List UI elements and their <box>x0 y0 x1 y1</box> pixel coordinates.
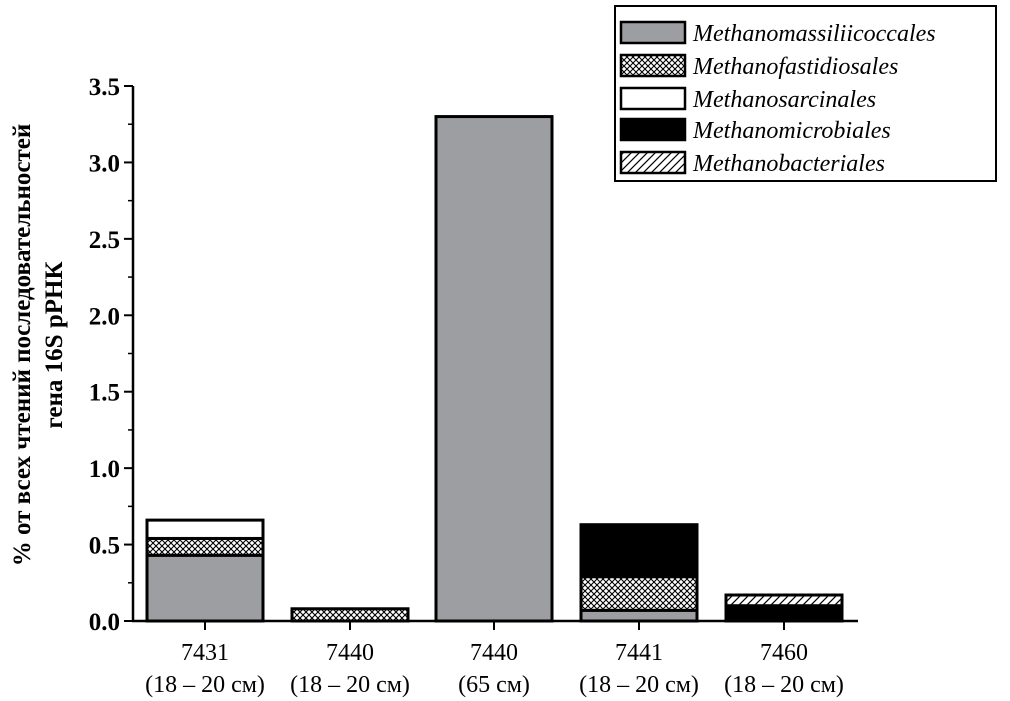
y-tick-label: 1.5 <box>89 380 120 407</box>
bars <box>145 115 844 623</box>
y-axis-ticks: 0.0 0.5 1.0 1.5 2.0 2.5 3.0 3.5 <box>89 74 133 636</box>
x-axis-labels: 7431 (18 – 20 см) 7440 (18 – 20 см) 7440 (65 … <box>145 640 844 698</box>
y-axis-title-line: % от всех чтений последовательностей <box>9 124 36 567</box>
legend-label: Methanomicrobiales <box>692 118 891 144</box>
legend-label: Methanomassiliicoccales <box>692 21 936 47</box>
legend-label: Methanofastidiosales <box>692 54 898 80</box>
bar-segment <box>434 115 554 623</box>
bar-segment <box>724 593 844 608</box>
y-tick-label: 1.0 <box>89 456 120 483</box>
y-axis-title: % от всех чтений последовательностей гена… <box>9 124 68 567</box>
x-tick-label: (18 – 20 см) <box>145 672 265 698</box>
x-tick-label: 7441 <box>615 640 663 666</box>
bar-segment <box>579 575 699 612</box>
legend: Methanomassiliicoccales Methanofastidiosa… <box>614 5 997 182</box>
x-tick-label: (18 – 20 см) <box>724 672 844 698</box>
x-tick-label: 7431 <box>181 640 229 666</box>
x-tick-label: (18 – 20 см) <box>290 672 410 698</box>
bar-segment <box>290 607 410 623</box>
legend-label: Methanobacteriales <box>692 151 885 177</box>
x-tick-label: 7440 <box>470 640 518 666</box>
x-tick-label: 7460 <box>760 640 808 666</box>
bar-segment <box>145 553 265 623</box>
legend-swatch <box>619 53 687 78</box>
legend-swatch <box>619 150 687 175</box>
bar-segment <box>724 604 844 620</box>
bar-segment <box>579 523 699 579</box>
legend-swatch <box>619 117 687 142</box>
legend-swatch <box>619 86 687 111</box>
y-tick-label: 0.0 <box>89 609 120 636</box>
y-tick-label: 0.5 <box>89 533 120 560</box>
y-tick-label: 3.0 <box>89 150 120 177</box>
x-tick-label: 7440 <box>326 640 374 666</box>
y-tick-label: 2.0 <box>89 303 120 330</box>
x-tick-label: (18 – 20 см) <box>579 672 699 698</box>
x-tick-label: (65 см) <box>458 672 530 698</box>
axes <box>131 86 858 630</box>
y-axis-title-line: гена 16S рРНК <box>41 261 68 428</box>
legend-label: Methanosarcinales <box>692 87 876 113</box>
legend-swatch <box>619 20 687 45</box>
y-tick-label: 3.5 <box>89 74 120 101</box>
y-tick-label: 2.5 <box>89 227 120 254</box>
bar-segment <box>579 608 699 623</box>
bar-segment <box>145 536 265 557</box>
bar-segment <box>145 518 265 540</box>
